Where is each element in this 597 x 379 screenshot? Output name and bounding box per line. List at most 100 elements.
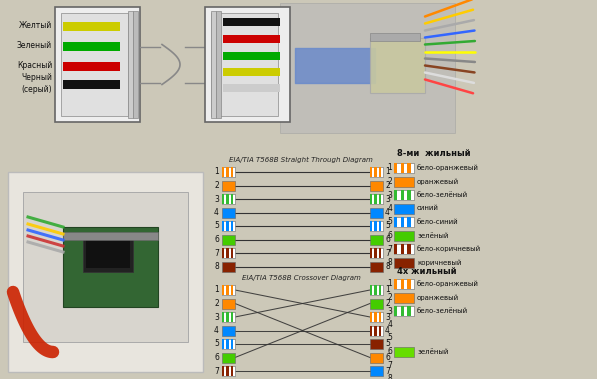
Bar (394, 279, 398, 289)
Text: 4: 4 (387, 204, 392, 213)
Text: 4: 4 (214, 208, 219, 217)
Bar (226, 312, 229, 322)
Bar (394, 190, 398, 200)
Bar (222, 235, 235, 244)
Bar (222, 248, 224, 258)
Bar (370, 248, 372, 258)
Text: 2: 2 (385, 181, 390, 190)
Text: Зеленый: Зеленый (17, 41, 52, 50)
Text: бело-коричневый: бело-коричневый (417, 246, 481, 252)
Bar (378, 194, 381, 204)
Bar (222, 352, 235, 362)
Bar (394, 163, 398, 173)
Bar (370, 312, 372, 322)
Bar (401, 190, 404, 200)
Text: 1: 1 (385, 285, 390, 294)
Bar (222, 366, 235, 376)
Bar (222, 262, 235, 271)
Bar (230, 312, 233, 322)
Text: синий: синий (417, 205, 439, 211)
Text: 2: 2 (387, 293, 392, 302)
Bar (401, 279, 404, 289)
Bar (370, 299, 383, 309)
Text: 1: 1 (214, 285, 219, 294)
Text: 6: 6 (214, 235, 219, 244)
Bar (370, 33, 420, 41)
Bar (407, 190, 411, 200)
Text: 2: 2 (214, 299, 219, 308)
Bar (394, 346, 414, 357)
Bar (394, 279, 414, 289)
Bar (394, 163, 414, 173)
Bar (394, 293, 414, 302)
Bar (401, 163, 404, 173)
Bar (226, 221, 229, 231)
Bar (374, 248, 377, 258)
Bar (370, 221, 383, 231)
Bar (222, 312, 235, 322)
Bar (370, 285, 383, 295)
Text: 4: 4 (214, 326, 219, 335)
Bar (394, 217, 414, 227)
Bar (394, 306, 414, 316)
Bar (407, 163, 411, 173)
Bar (230, 221, 233, 231)
Text: 6: 6 (214, 353, 219, 362)
Text: 6: 6 (387, 231, 392, 240)
Bar (407, 279, 411, 289)
Text: EIA/TIA T568B Straight Through Diagram: EIA/TIA T568B Straight Through Diagram (229, 157, 373, 163)
Bar (86, 240, 130, 268)
Bar (394, 217, 398, 227)
Bar (226, 248, 229, 258)
Bar (394, 177, 414, 186)
Text: бело-зелёный: бело-зелёный (417, 192, 468, 198)
Bar (370, 180, 383, 191)
Text: 7: 7 (214, 249, 219, 257)
Text: бело-зелёный: бело-зелёный (417, 308, 468, 314)
Bar (63, 42, 120, 51)
Text: 4: 4 (385, 326, 390, 335)
Text: бело-синий: бело-синий (417, 219, 458, 225)
Text: (серый): (серый) (21, 86, 52, 94)
Bar (222, 167, 224, 177)
Bar (222, 299, 235, 309)
Text: 4: 4 (385, 208, 390, 217)
Bar (222, 285, 224, 295)
Bar (370, 194, 372, 204)
Text: 7: 7 (214, 366, 219, 376)
Text: 2: 2 (214, 181, 219, 190)
Bar (378, 221, 381, 231)
Bar (63, 22, 120, 31)
Bar (370, 352, 383, 362)
Bar (226, 366, 229, 376)
Bar (370, 326, 383, 335)
Text: EIA/TIA T568B Crossover Diagram: EIA/TIA T568B Crossover Diagram (242, 275, 361, 281)
Bar (401, 217, 404, 227)
Bar (223, 52, 280, 60)
Text: Желтый: Желтый (19, 22, 52, 30)
Text: 3: 3 (387, 191, 392, 199)
Bar (230, 248, 233, 258)
Text: 2: 2 (385, 299, 390, 308)
Text: 8-ми  жильный: 8-ми жильный (397, 149, 470, 158)
Text: 3: 3 (214, 313, 219, 321)
Text: 5: 5 (387, 334, 392, 343)
Bar (370, 366, 383, 376)
Text: 8: 8 (387, 374, 392, 379)
Bar (394, 244, 398, 254)
Text: 3: 3 (387, 307, 392, 315)
Bar (222, 248, 235, 258)
Text: бело-оранжевый: бело-оранжевый (417, 164, 479, 171)
Bar (133, 11, 138, 118)
Bar (394, 190, 414, 200)
Bar (222, 366, 224, 376)
Bar (374, 167, 377, 177)
Bar (128, 11, 133, 118)
Text: 7: 7 (387, 244, 392, 254)
Bar (370, 221, 372, 231)
Text: 6: 6 (385, 235, 390, 244)
Bar (374, 312, 377, 322)
Text: 3: 3 (214, 194, 219, 204)
Bar (226, 167, 229, 177)
Bar (378, 248, 381, 258)
